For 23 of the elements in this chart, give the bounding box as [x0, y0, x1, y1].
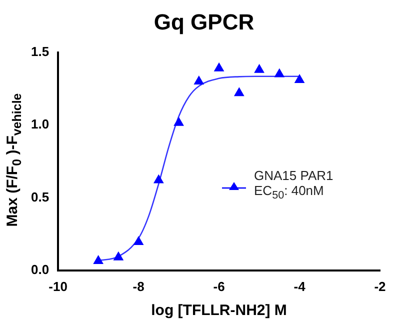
point	[93, 255, 104, 264]
point	[114, 252, 124, 260]
point	[194, 76, 204, 84]
point	[294, 74, 304, 84]
x-tick-label: -2	[374, 278, 386, 294]
y-tick-label: 0.0	[30, 262, 50, 277]
x-tick-label: -6	[213, 278, 225, 294]
x-tick-label: -10	[48, 278, 68, 294]
point	[174, 117, 184, 126]
point	[274, 68, 284, 78]
y-tick-label: 1.5	[30, 44, 50, 59]
x-tick-label: -4	[294, 278, 306, 294]
chart-title: Gq GPCR	[154, 9, 254, 34]
point	[154, 174, 164, 184]
point	[214, 62, 224, 72]
legend-label: GNA15 PAR1 EC$_{50}$: 40nM	[254, 168, 334, 204]
y-tick-label: 1.0	[30, 116, 50, 132]
point	[134, 236, 144, 246]
x-axis-title: log [TFLLR-NH2] M	[151, 302, 287, 320]
point	[254, 64, 264, 73]
point	[234, 88, 244, 96]
y-tick-label: 0.5	[30, 189, 50, 204]
x-tick-label: -8	[132, 278, 144, 294]
